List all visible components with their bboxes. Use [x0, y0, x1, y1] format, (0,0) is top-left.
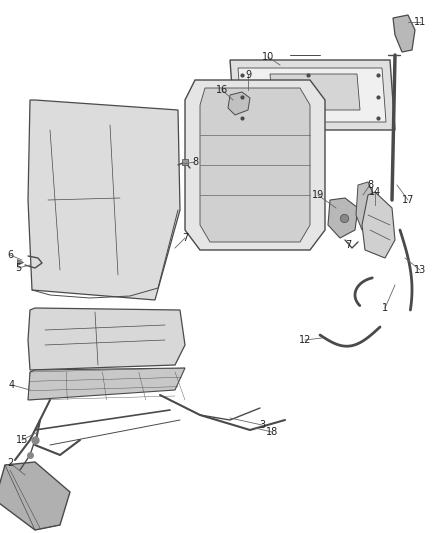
Text: 5: 5: [15, 263, 21, 273]
Polygon shape: [356, 182, 375, 230]
Text: 3: 3: [259, 420, 265, 430]
Text: 2: 2: [7, 458, 13, 468]
Text: 1: 1: [382, 303, 388, 313]
Text: 7: 7: [182, 233, 188, 243]
Text: 16: 16: [216, 85, 228, 95]
Text: 9: 9: [245, 70, 251, 80]
Text: 11: 11: [414, 17, 426, 27]
Text: 12: 12: [299, 335, 311, 345]
Polygon shape: [238, 68, 386, 122]
Text: 8: 8: [192, 157, 198, 167]
Text: 7: 7: [345, 240, 351, 250]
Text: 15: 15: [16, 435, 28, 445]
Polygon shape: [230, 60, 395, 130]
Text: 10: 10: [262, 52, 274, 62]
Text: 18: 18: [266, 427, 278, 437]
Polygon shape: [200, 88, 310, 242]
Polygon shape: [393, 15, 415, 52]
Polygon shape: [28, 368, 185, 400]
Polygon shape: [28, 308, 185, 370]
Text: 6: 6: [7, 250, 13, 260]
Polygon shape: [185, 80, 325, 250]
Text: 4: 4: [9, 380, 15, 390]
Polygon shape: [328, 198, 358, 238]
Text: 8: 8: [367, 180, 373, 190]
Polygon shape: [0, 462, 70, 530]
Polygon shape: [362, 192, 395, 258]
Text: 17: 17: [402, 195, 414, 205]
Text: 13: 13: [414, 265, 426, 275]
Polygon shape: [270, 74, 360, 110]
Polygon shape: [28, 100, 180, 300]
Text: 19: 19: [312, 190, 324, 200]
Polygon shape: [228, 92, 250, 115]
Text: 14: 14: [369, 187, 381, 197]
